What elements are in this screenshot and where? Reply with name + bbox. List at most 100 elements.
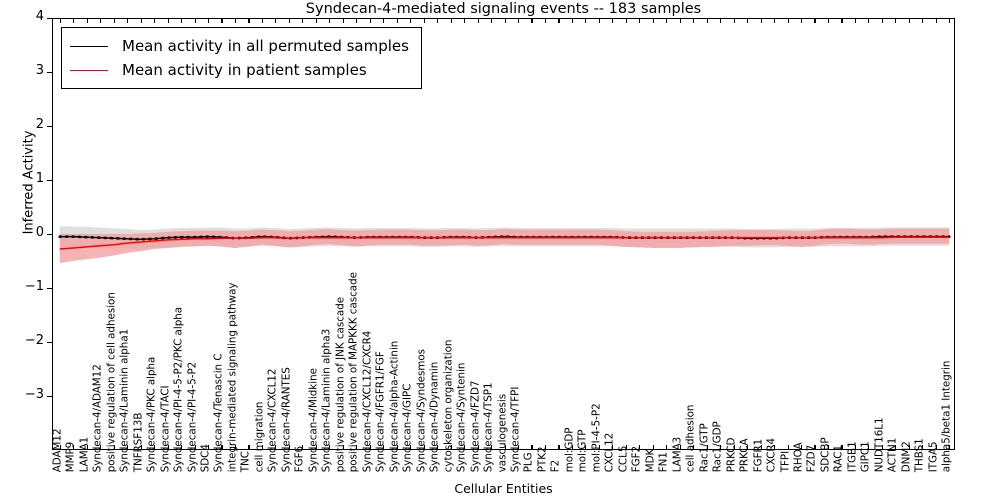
- y-tick-label: 0: [35, 225, 44, 240]
- x-tick-label: mol:GTP: [577, 429, 590, 472]
- x-tick-label: THBS1: [914, 437, 926, 472]
- x-tick-label: ACTN1: [887, 437, 900, 472]
- y-tick-mark: [47, 396, 53, 398]
- x-tick-mark: [908, 445, 910, 449]
- x-tick-mark: [329, 445, 331, 449]
- x-tick-mark: [747, 445, 749, 449]
- legend-item-patient: Mean activity in patient samples: [70, 58, 409, 82]
- x-tick-mark: [154, 445, 156, 449]
- x-tick-label: Rac1/GDP: [711, 420, 724, 472]
- x-tick-mark-top: [868, 19, 870, 23]
- x-tick-mark-top: [585, 19, 587, 23]
- x-tick-mark-top: [369, 19, 371, 23]
- x-tick-label: Syndecan-4/TACI: [159, 385, 172, 472]
- x-tick-mark: [706, 445, 708, 449]
- x-tick-label: Syndecan-4/CXCL12/CXCR4: [361, 330, 374, 472]
- x-tick-label: PTK2: [536, 446, 549, 472]
- x-tick-mark-top: [747, 19, 749, 23]
- x-tick-mark-top: [86, 19, 88, 23]
- x-tick-mark: [774, 445, 776, 449]
- x-tick-mark-top: [73, 19, 75, 23]
- x-tick-mark-top: [598, 19, 600, 23]
- x-tick-mark-top: [167, 19, 169, 23]
- x-tick-label: Syndecan-4/Tenascin C: [213, 353, 226, 472]
- chart-legend: Mean activity in all permuted samples Me…: [61, 27, 422, 89]
- x-tick-mark-top: [787, 19, 789, 23]
- x-tick-mark: [73, 445, 75, 449]
- x-tick-label: Syndecan-4/GIPC: [401, 383, 414, 472]
- x-tick-mark: [881, 445, 883, 449]
- x-tick-mark-top: [504, 19, 506, 23]
- x-tick-mark-top: [733, 19, 735, 23]
- x-tick-label: Syndecan-4/Midkine: [307, 367, 320, 472]
- x-tick-mark: [868, 445, 870, 449]
- x-tick-mark-top: [814, 19, 816, 23]
- x-tick-mark-top: [760, 19, 762, 23]
- x-tick-mark-top: [881, 19, 883, 23]
- x-tick-label: Syndecan-4/CXCL12: [267, 368, 280, 472]
- x-tick-label: FZD7: [806, 444, 819, 472]
- y-tick-label: 1: [35, 171, 44, 186]
- x-tick-label: LAMA3: [671, 436, 684, 473]
- x-tick-mark: [585, 445, 587, 449]
- x-tick-mark: [814, 445, 816, 449]
- x-tick-label: PRKCA: [738, 438, 751, 472]
- x-tick-label: SDC4: [199, 443, 212, 472]
- patient-mean-line: [59, 236, 950, 250]
- x-tick-label: PLG: [523, 452, 536, 472]
- x-tick-mark: [531, 445, 533, 449]
- x-tick-mark: [140, 445, 142, 449]
- y-tick-label: −3: [24, 387, 44, 402]
- x-tick-mark: [693, 445, 695, 449]
- x-tick-mark-top: [693, 19, 695, 23]
- x-tick-mark: [464, 445, 466, 449]
- x-tick-label: MMP9: [64, 441, 77, 472]
- x-tick-mark-top: [275, 19, 277, 23]
- x-tick-label: Syndecan-4/RANTES: [280, 366, 293, 472]
- x-tick-mark-top: [841, 19, 843, 23]
- x-tick-mark: [181, 445, 183, 449]
- x-tick-mark-top: [181, 19, 183, 23]
- x-tick-mark-top: [100, 19, 102, 23]
- x-tick-mark-top: [949, 19, 951, 23]
- x-tick-label: integrin-mediated signaling pathway: [226, 282, 239, 472]
- x-tick-label: Syndecan-4/FGFR1/FGF: [374, 350, 387, 472]
- x-tick-mark: [167, 445, 169, 449]
- x-tick-mark-top: [302, 19, 304, 23]
- x-tick-mark-top: [895, 19, 897, 23]
- x-tick-mark: [625, 445, 627, 449]
- x-tick-mark: [396, 445, 398, 449]
- x-tick-mark-top: [517, 19, 520, 23]
- chart-title: Syndecan-4-mediated signaling events -- …: [305, 1, 702, 17]
- x-tick-label: LAMA1: [78, 436, 91, 473]
- x-tick-label: Syndecan-4/Laminin alpha3: [320, 328, 333, 472]
- x-tick-mark: [652, 445, 654, 449]
- x-tick-mark-top: [221, 19, 223, 23]
- x-tick-label: FGFR1: [752, 438, 765, 472]
- x-tick-mark: [234, 445, 237, 449]
- y-tick-label: 3: [35, 63, 44, 78]
- x-tick-mark: [801, 445, 803, 449]
- y-tick-mark: [47, 342, 53, 344]
- y-tick-label: 4: [35, 9, 44, 24]
- x-tick-label: mol:GDP: [563, 427, 576, 472]
- x-tick-label: positive regulation of JNK cascade: [334, 296, 347, 472]
- x-tick-mark: [207, 445, 210, 449]
- x-tick-label: ITGB1: [846, 441, 859, 472]
- x-tick-mark: [895, 445, 897, 449]
- x-tick-mark-top: [410, 19, 412, 23]
- x-tick-mark-top: [544, 19, 547, 23]
- x-tick-mark: [100, 445, 102, 449]
- x-tick-mark: [288, 445, 290, 449]
- x-tick-label: MDK: [644, 448, 657, 472]
- x-tick-mark: [261, 445, 263, 449]
- x-tick-mark-top: [935, 19, 937, 23]
- x-tick-label: Syndecan-4/Laminin alpha1: [118, 328, 131, 472]
- x-tick-mark: [760, 445, 762, 449]
- x-tick-label: FGF6: [294, 445, 307, 472]
- y-tick-mark: [47, 288, 53, 290]
- x-tick-mark-top: [437, 19, 439, 23]
- x-tick-mark: [315, 445, 317, 449]
- x-tick-mark-top: [261, 19, 263, 23]
